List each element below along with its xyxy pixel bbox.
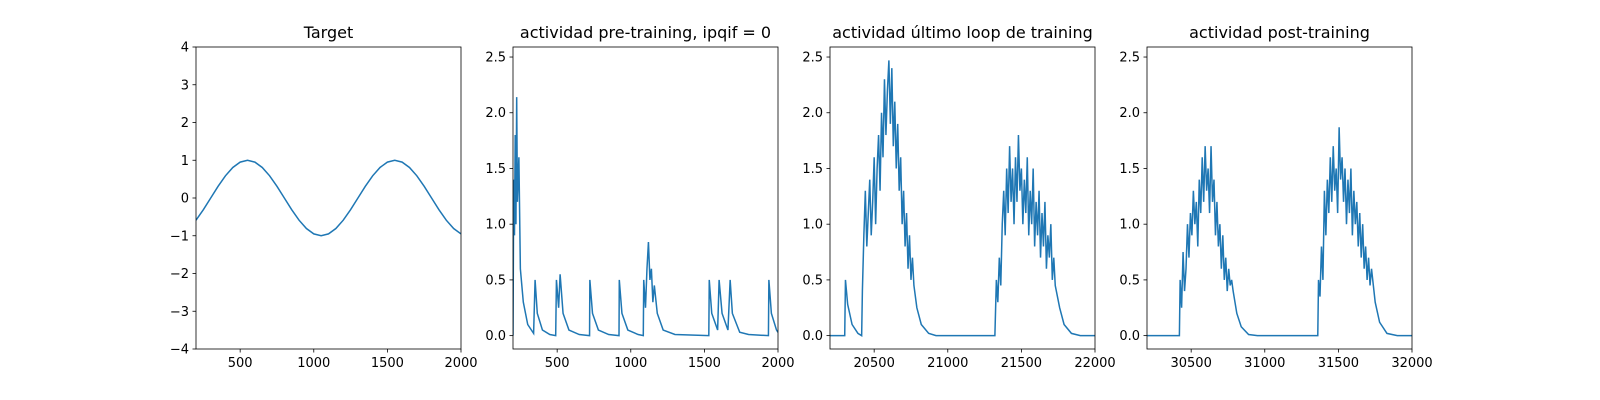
y-tick-label: 2.5 <box>802 51 823 66</box>
line <box>196 159 461 237</box>
x-tick-label: 2000 <box>761 356 794 371</box>
x-tick-label: 500 <box>228 356 253 371</box>
x-tick-label: 31500 <box>1318 356 1359 371</box>
chart-title: actividad último loop de training <box>832 23 1093 42</box>
line <box>1147 127 1412 337</box>
chart-title: actividad post-training <box>1189 23 1370 42</box>
y-tick-label: 0.0 <box>485 329 506 344</box>
x-tick-label: 21000 <box>927 356 968 371</box>
chart-title: Target <box>303 23 354 42</box>
y-tick-label: 0.5 <box>485 273 506 288</box>
y-tick-label: 0.0 <box>1119 329 1140 344</box>
x-tick-label: 31000 <box>1244 356 1285 371</box>
chart-title: actividad pre-training, ipqif = 0 <box>520 23 771 42</box>
y-tick-label: −4 <box>170 343 189 358</box>
axes-frame <box>195 46 462 350</box>
x-tick-label: 22000 <box>1074 356 1115 371</box>
line <box>513 97 778 337</box>
y-tick-label: 1.0 <box>802 218 823 233</box>
x-tick-label: 500 <box>545 356 570 371</box>
y-tick-label: 2.5 <box>485 51 506 66</box>
axes-frame <box>512 46 779 350</box>
x-tick-label: 1500 <box>371 356 404 371</box>
y-tick-label: 0 <box>181 192 189 207</box>
y-tick-label: 1.0 <box>1119 218 1140 233</box>
y-tick-label: 2.5 <box>1119 51 1140 66</box>
y-tick-label: 2 <box>181 116 189 131</box>
axes-frame <box>829 46 1096 350</box>
y-tick-label: −1 <box>170 229 189 244</box>
x-tick-label: 2000 <box>444 356 477 371</box>
y-tick-label: 1.5 <box>1119 162 1140 177</box>
y-tick-label: 1 <box>181 154 189 169</box>
y-tick-label: 0.5 <box>1119 273 1140 288</box>
x-tick-label: 30500 <box>1170 356 1211 371</box>
x-tick-label: 32000 <box>1391 356 1432 371</box>
x-tick-label: 1500 <box>688 356 721 371</box>
line <box>830 60 1095 337</box>
y-tick-label: 2.0 <box>802 106 823 121</box>
y-tick-label: 2.0 <box>485 106 506 121</box>
y-tick-label: 2.0 <box>1119 106 1140 121</box>
y-tick-label: 3 <box>181 78 189 93</box>
y-tick-label: 0.5 <box>802 273 823 288</box>
x-tick-label: 1000 <box>614 356 647 371</box>
y-tick-label: 1.0 <box>485 218 506 233</box>
y-tick-label: −3 <box>170 305 189 320</box>
y-tick-label: 0.0 <box>802 329 823 344</box>
y-tick-label: −2 <box>170 267 189 282</box>
y-tick-label: 1.5 <box>485 162 506 177</box>
y-tick-label: 4 <box>181 41 189 56</box>
x-tick-label: 21500 <box>1001 356 1042 371</box>
y-tick-label: 1.5 <box>802 162 823 177</box>
x-tick-label: 1000 <box>297 356 330 371</box>
x-tick-label: 20500 <box>853 356 894 371</box>
axes-frame <box>1146 46 1413 350</box>
